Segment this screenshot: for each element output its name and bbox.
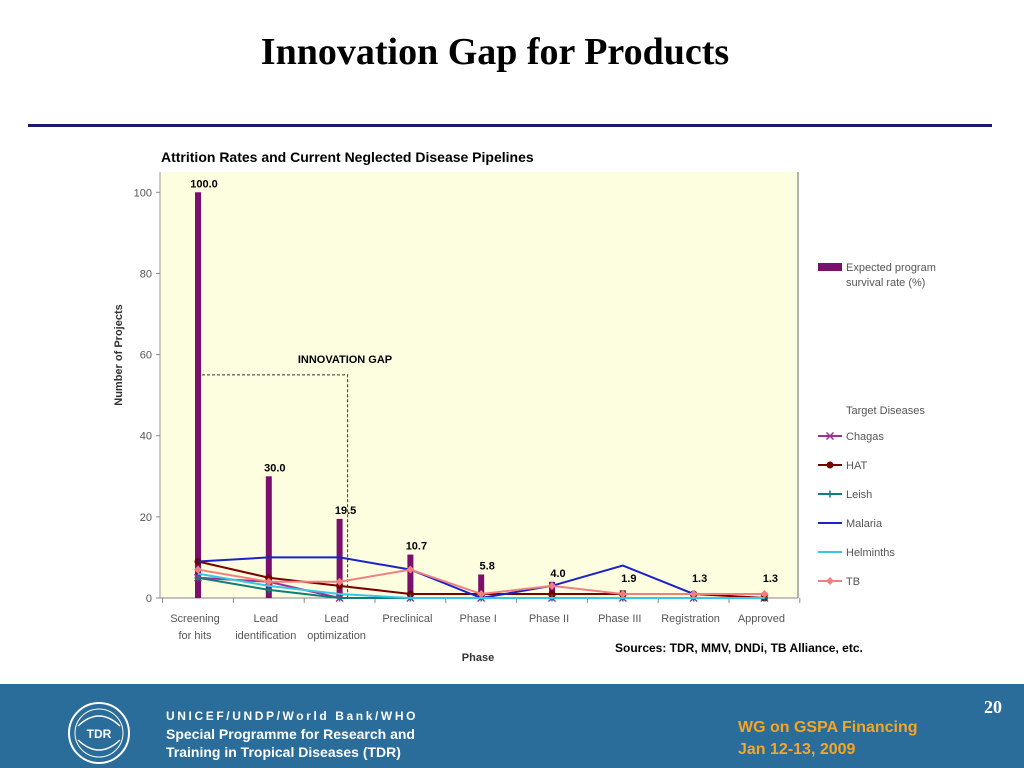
bar-data-label: 10.7 — [406, 541, 427, 553]
logo-text: TDR — [87, 727, 112, 741]
series-point — [265, 586, 273, 594]
page-number: 20 — [984, 697, 1002, 717]
legend-label-leish: Leish — [846, 489, 872, 501]
x-tick-label: Approved — [738, 613, 785, 625]
y-tick-label: 20 — [140, 512, 152, 524]
slide-title: Innovation Gap for Products — [260, 31, 730, 73]
legend-label-tb: TB — [846, 576, 860, 588]
legend-label-chagas: Chagas — [846, 431, 884, 443]
bar — [195, 192, 201, 599]
series-point — [618, 589, 627, 598]
bar-data-label: 4.0 — [550, 568, 565, 580]
tdr-logo-icon: TDR — [68, 702, 130, 764]
bar-data-label: 100.0 — [190, 178, 218, 190]
series-point — [477, 589, 486, 598]
x-tick-label: Phase II — [529, 613, 569, 625]
sources-note: Sources: TDR, MMV, DNDi, TB Alliance, et… — [615, 641, 863, 655]
series-point — [264, 577, 273, 586]
series-point — [760, 589, 769, 598]
bar-data-label: 19.5 — [335, 505, 356, 517]
series-point — [406, 565, 415, 574]
legend-swatch-survival — [818, 263, 842, 271]
bar-data-label: 1.3 — [692, 573, 707, 585]
series-point — [335, 577, 344, 586]
legend-marker-leish — [826, 490, 834, 498]
series-point — [265, 574, 273, 582]
org-name-line3: Training in Tropical Diseases (TDR) — [166, 744, 401, 760]
series-tb — [194, 565, 769, 598]
innovation-gap-bracket — [202, 374, 349, 598]
bar-data-label: 5.8 — [480, 560, 495, 572]
legend-label-helminths: Helminths — [846, 547, 895, 559]
org-name-line2: Special Programme for Research and — [166, 726, 415, 742]
y-tick-label: 60 — [140, 350, 152, 362]
meeting-date: Jan 12-13, 2009 — [738, 741, 856, 758]
series-line — [197, 572, 765, 599]
y-axis-label: Number of Projects — [113, 304, 125, 405]
legend-label-survival: Expected program survival rate (%) — [846, 262, 936, 289]
legend-marker-tb — [826, 577, 834, 585]
series-point — [336, 582, 344, 590]
bar-data-label: 1.9 — [621, 573, 636, 585]
bar — [407, 554, 414, 598]
x-tick-label: Lead optimization — [307, 613, 366, 642]
series-point — [194, 574, 202, 582]
title-divider — [28, 124, 992, 127]
x-tick-label: Screening for hits — [170, 613, 220, 642]
y-tick-label: 100 — [134, 187, 152, 199]
meeting-name: WG on GSPA Financing — [738, 719, 918, 736]
series-point — [548, 590, 556, 598]
legend-group-title: Target Diseases — [846, 405, 925, 417]
org-name-line1: UNICEF/UNDP/World Bank/WHO — [166, 709, 419, 723]
bar — [478, 574, 485, 598]
chart-title: Attrition Rates and Current Neglected Di… — [161, 149, 534, 165]
series-helminths — [197, 572, 765, 599]
plot-background — [160, 172, 798, 598]
bar-data-label: 1.3 — [763, 573, 778, 585]
innovation-gap-label: INNOVATION GAP — [298, 354, 392, 366]
bar-data-label: 30.0 — [264, 462, 285, 474]
series-point — [548, 581, 556, 590]
y-tick-label: 80 — [140, 268, 152, 280]
y-tick-label: 0 — [146, 593, 152, 605]
x-tick-label: Phase I — [460, 613, 497, 625]
legend-marker-chagas — [825, 431, 835, 441]
series-point — [194, 565, 202, 574]
series-point — [336, 594, 344, 602]
legend-marker-hat — [826, 461, 834, 469]
bar — [549, 581, 555, 598]
x-axis-label: Phase — [462, 652, 494, 664]
y-tick-label: 40 — [140, 431, 152, 443]
footer-bar — [0, 684, 1024, 768]
x-tick-label: Preclinical — [382, 613, 432, 625]
bar — [265, 476, 272, 598]
attrition-chart: 0 20 40 60 80 100 Number of Projects Screening f… — [113, 172, 936, 664]
x-tick-label: Phase III — [598, 613, 641, 625]
legend-label-hat: HAT — [846, 460, 867, 472]
x-tick-label: Lead identification — [235, 613, 296, 642]
legend-label-malaria: Malaria — [846, 518, 883, 530]
series-point — [689, 589, 698, 598]
x-tick-label: Registration — [661, 613, 720, 625]
series-point — [406, 590, 414, 598]
